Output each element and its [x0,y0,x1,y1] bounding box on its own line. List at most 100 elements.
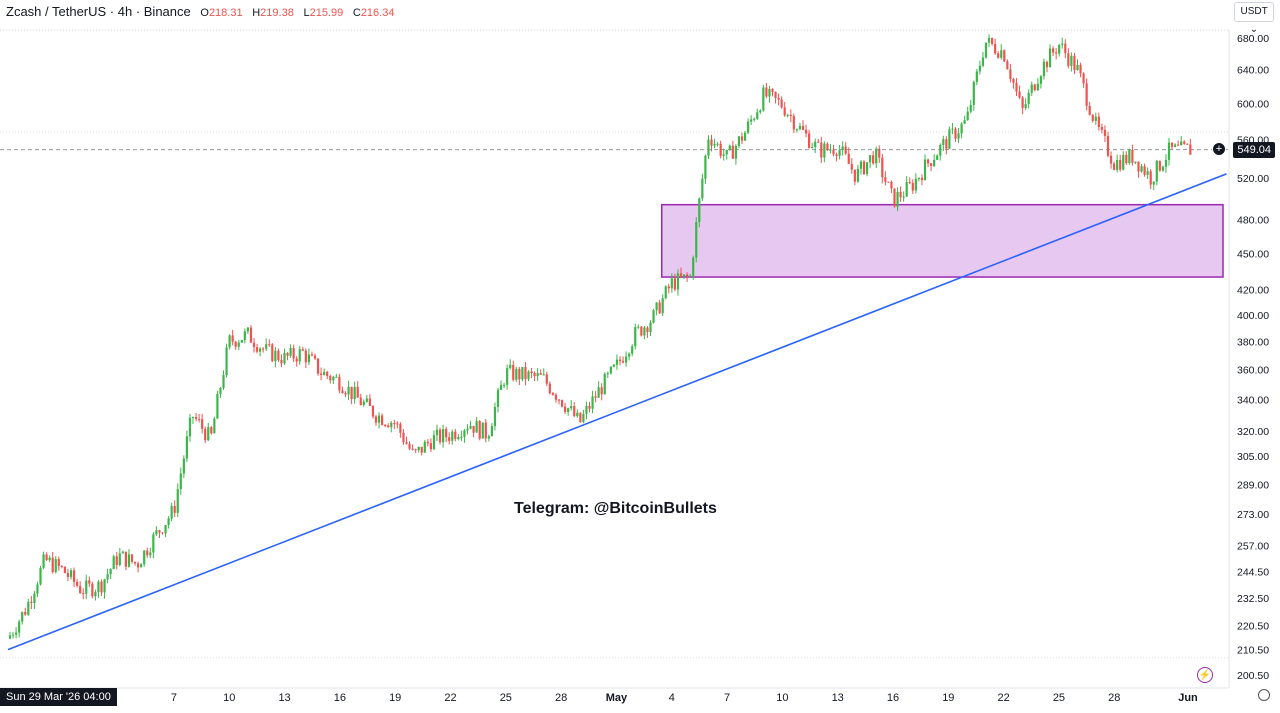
plus-icon[interactable]: + [1212,142,1226,156]
candle-body [991,37,994,45]
candle-body [51,557,54,573]
candle-body [249,327,253,343]
candle-body [265,344,268,349]
candle-body [966,111,969,121]
candle-body [137,563,140,568]
candle-body [243,331,246,340]
candle-body [820,142,823,158]
candle-body [838,150,841,156]
candle-body [652,310,655,323]
candle-body [1073,55,1076,71]
x-tick-label: 22 [444,692,456,704]
candle-body [948,129,951,149]
candle-body [844,146,847,154]
candle-body [1189,144,1192,155]
candle-body [1109,155,1113,164]
candle-body [1085,83,1088,106]
candle-body [930,163,933,167]
candle-body [161,532,164,534]
candle-body [585,405,588,414]
y-tick-label: 480.00 [1237,215,1269,227]
candle-body [94,591,97,597]
candle-body [408,443,411,449]
candle-body [609,366,612,374]
candle-body [551,393,554,395]
candle-body [115,556,118,566]
candle-body [417,446,420,451]
candle-body [140,564,143,568]
candle-body [213,418,216,434]
candle-body [792,116,795,130]
candle-body [307,354,310,363]
candle-body [917,177,920,179]
candle-body [1116,160,1119,170]
candle-body [1012,79,1015,83]
candle-body [673,278,676,290]
candle-body [384,424,387,426]
candle-body [188,417,192,437]
candle-body [216,393,219,419]
candle-body [923,159,927,181]
candle-body [72,570,76,582]
candle-body [783,107,786,116]
candle-body [381,415,384,425]
candle-body [1186,143,1189,145]
candle-body [45,554,48,561]
candle-body [1152,181,1155,185]
candle-body [826,143,829,150]
candle-body [310,354,314,356]
candle-body [259,348,262,352]
candle-body [747,121,750,133]
candle-body [371,405,375,417]
candle-body [301,349,304,351]
candle-body [1024,104,1027,109]
candle-body [615,359,619,365]
settings-gear-icon[interactable] [1258,689,1270,701]
symbol-name[interactable]: Zcash / TetherUS · 4h · Binance [6,4,191,19]
candle-body [329,376,332,381]
candle-body [463,430,466,437]
candle-body [246,327,249,332]
x-tick-label: 7 [724,692,730,704]
candle-body [780,99,783,108]
x-tick-label: 10 [223,692,235,704]
candle-body [1183,141,1186,144]
candle-body [911,182,914,191]
candle-body [1055,52,1058,54]
candle-body [762,87,765,111]
candle-body [1158,160,1161,171]
candle-body [353,386,356,399]
candle-body [804,129,808,134]
x-tick-label: 4 [669,692,675,704]
candle-body [1058,44,1061,54]
candle-body [1119,160,1122,170]
candle-body [127,554,131,567]
candle-body [670,278,673,289]
candle-body [731,145,734,159]
candle-body [634,327,637,347]
candle-body [963,120,966,124]
candle-body [201,419,204,429]
candle-body [396,423,399,425]
candle-body [808,133,811,148]
candle-body [573,406,576,417]
y-tick-label: 244.50 [1237,567,1269,579]
candle-body [567,408,570,412]
candle-body [655,302,658,311]
candle-body [768,88,771,97]
candle-body [564,406,567,412]
x-tick-label: 25 [500,692,512,704]
currency-selector[interactable]: USDT ⌄ [1234,2,1274,35]
lightning-icon[interactable]: ⚡ [1197,667,1213,683]
candle-body [487,436,490,439]
candle-body [631,346,634,354]
x-tick-label: 13 [832,692,844,704]
candle-body [545,374,548,384]
candle-body [1170,142,1174,147]
y-tick-label: 380.00 [1237,337,1269,349]
candle-body [472,425,475,433]
y-tick-label: 289.00 [1237,479,1269,491]
candle-body [512,364,515,380]
